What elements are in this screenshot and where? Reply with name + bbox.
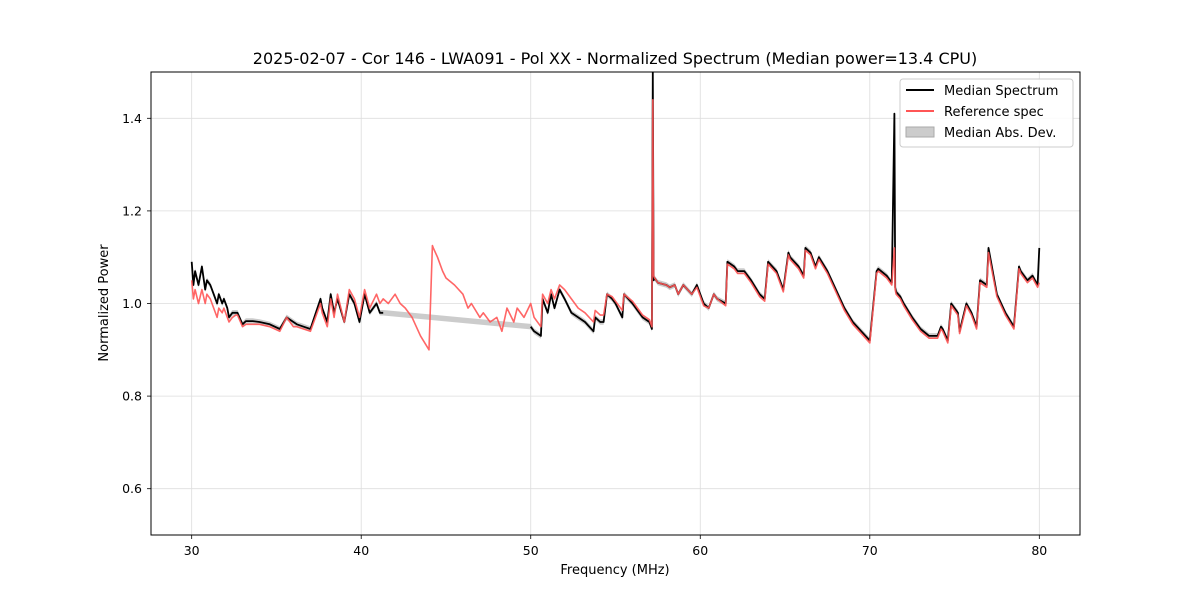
x-tick-label: 70 bbox=[862, 543, 878, 558]
x-tick-label: 30 bbox=[184, 543, 200, 558]
legend: Median Spectrum Reference spec Median Ab… bbox=[899, 78, 1074, 148]
reference-spectrum-line bbox=[190, 99, 1041, 351]
legend-box bbox=[899, 78, 1074, 148]
y-tick-label: 1.0 bbox=[122, 296, 142, 311]
legend-label-mad: Median Abs. Dev. bbox=[944, 126, 1056, 141]
legend-label-reference: Reference spec bbox=[944, 105, 1044, 120]
chart-title: 2025-02-07 - Cor 146 - LWA091 - Pol XX -… bbox=[253, 49, 977, 68]
y-tick-label: 0.8 bbox=[122, 389, 142, 404]
y-tick-label: 0.6 bbox=[122, 481, 142, 496]
plot-frame bbox=[150, 71, 1081, 536]
y-tick-label: 1.2 bbox=[122, 203, 142, 218]
legend-swatch-mad bbox=[905, 126, 935, 138]
y-axis-label: Normalized Power bbox=[97, 244, 112, 362]
x-tick-label: 50 bbox=[523, 543, 539, 558]
legend-label-median: Median Spectrum bbox=[944, 84, 1058, 99]
y-tick-label: 1.4 bbox=[122, 111, 142, 126]
x-tick-label: 80 bbox=[1031, 543, 1047, 558]
x-tick-label: 60 bbox=[692, 543, 708, 558]
x-tick-label: 40 bbox=[353, 543, 369, 558]
x-axis-label: Frequency (MHz) bbox=[560, 563, 669, 578]
tick-layer: 30 40 50 60 70 80 0.6 0.8 1.0 1.2 1.4 bbox=[122, 111, 1047, 558]
series-layer bbox=[190, 72, 1041, 351]
